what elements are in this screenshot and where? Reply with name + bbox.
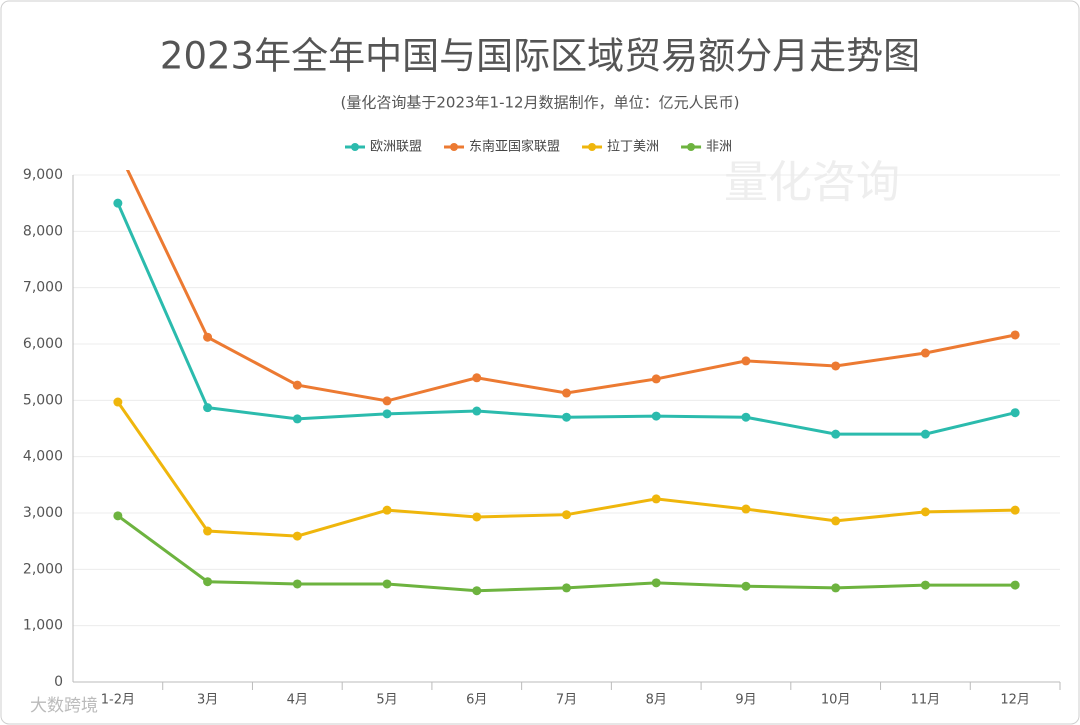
data-point bbox=[382, 396, 392, 406]
data-point bbox=[113, 397, 123, 407]
y-tick-label: 1,000 bbox=[23, 618, 63, 634]
data-point bbox=[382, 505, 392, 515]
x-tick-label: 10月 bbox=[821, 693, 851, 708]
data-point bbox=[562, 412, 571, 422]
y-tick-label: 2,000 bbox=[23, 561, 63, 577]
y-tick-label: 9,000 bbox=[23, 167, 63, 183]
data-point bbox=[203, 332, 213, 342]
data-point bbox=[203, 577, 213, 587]
data-point bbox=[1010, 505, 1020, 515]
y-tick-label: 5,000 bbox=[23, 392, 63, 408]
data-point bbox=[920, 507, 930, 517]
y-tick-label: 4,000 bbox=[23, 449, 63, 465]
data-point bbox=[472, 406, 482, 416]
data-point bbox=[831, 361, 841, 371]
legend-label: 欧洲联盟 bbox=[370, 140, 422, 155]
watermark: 量化咨询 bbox=[724, 157, 900, 208]
legend-label: 非洲 bbox=[706, 140, 732, 155]
data-point bbox=[741, 412, 751, 422]
x-tick-label: 7月 bbox=[556, 693, 577, 708]
data-point bbox=[1010, 330, 1020, 340]
data-point bbox=[920, 348, 930, 358]
data-point bbox=[741, 356, 751, 366]
data-point bbox=[831, 516, 841, 526]
x-tick-label: 8月 bbox=[646, 693, 667, 708]
data-point bbox=[292, 531, 302, 541]
y-tick-label: 6,000 bbox=[23, 336, 63, 352]
data-point bbox=[562, 510, 571, 520]
data-point bbox=[831, 583, 841, 593]
plot-area bbox=[113, 170, 1020, 596]
data-point bbox=[831, 429, 841, 439]
data-point bbox=[920, 429, 930, 439]
y-tick-label: 0 bbox=[54, 674, 63, 690]
data-point bbox=[472, 586, 482, 596]
data-point bbox=[382, 409, 392, 419]
data-point bbox=[920, 580, 930, 590]
x-tick-label: 12月 bbox=[1000, 693, 1030, 708]
data-point bbox=[651, 494, 661, 504]
x-tick-label: 6月 bbox=[466, 693, 487, 708]
data-point bbox=[292, 414, 302, 424]
x-tick-label: 5月 bbox=[376, 693, 397, 708]
legend-swatch-dot bbox=[450, 143, 459, 151]
data-point bbox=[651, 411, 661, 421]
data-point bbox=[562, 583, 571, 593]
data-point bbox=[472, 512, 482, 522]
data-point bbox=[741, 504, 751, 514]
data-point bbox=[292, 579, 302, 589]
legend-label: 东南亚国家联盟 bbox=[469, 139, 560, 155]
y-tick-label: 8,000 bbox=[23, 223, 63, 239]
data-point bbox=[203, 526, 213, 536]
data-point bbox=[741, 581, 751, 591]
x-tick-label: 9月 bbox=[735, 693, 756, 708]
data-point bbox=[113, 198, 123, 208]
data-point bbox=[382, 579, 392, 589]
x-tick-label: 1-2月 bbox=[101, 693, 135, 708]
data-point bbox=[1010, 408, 1020, 418]
data-point bbox=[651, 374, 661, 384]
chart-title: 2023年全年中国与国际区域贸易额分月走势图 bbox=[160, 35, 920, 78]
x-tick-label: 11月 bbox=[911, 693, 941, 708]
y-tick-label: 3,000 bbox=[23, 505, 63, 521]
data-point bbox=[472, 373, 482, 383]
legend-swatch-dot bbox=[588, 143, 597, 151]
legend-swatch-dot bbox=[351, 143, 359, 151]
legend-label: 拉丁美洲 bbox=[607, 140, 659, 155]
chart-subtitle: (量化咨询基于2023年1-12月数据制作，单位：亿元人民币) bbox=[341, 94, 740, 112]
data-point bbox=[113, 511, 123, 521]
data-point bbox=[562, 388, 571, 398]
y-tick-label: 7,000 bbox=[23, 280, 63, 296]
data-point bbox=[651, 578, 661, 588]
legend-swatch-dot bbox=[687, 143, 696, 151]
data-point bbox=[203, 403, 213, 413]
x-tick-label: 4月 bbox=[287, 693, 308, 708]
data-point bbox=[292, 380, 302, 390]
x-tick-label: 3月 bbox=[197, 693, 218, 708]
source-mark: 大数跨境 bbox=[30, 696, 98, 716]
data-point bbox=[1010, 580, 1020, 590]
